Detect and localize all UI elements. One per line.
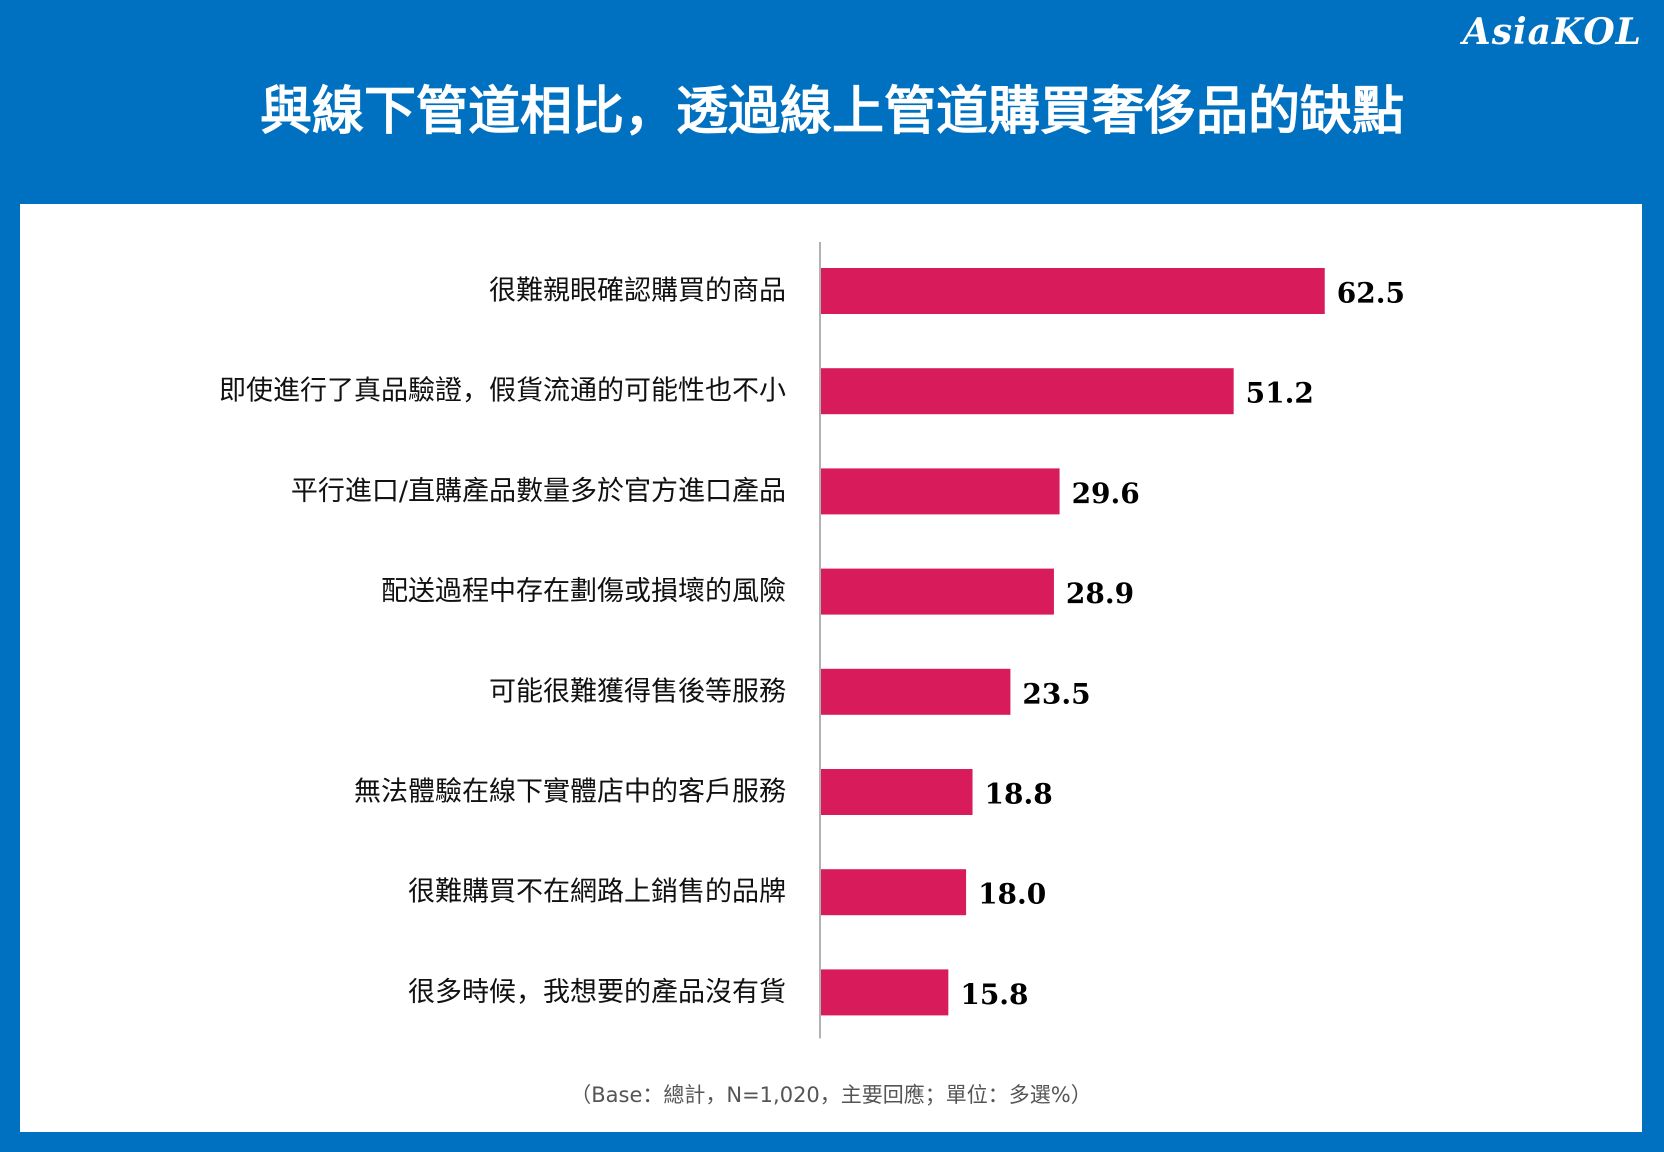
- bar-chart: 很難親眼確認購買的商品 62.5 即使進行了真品驗證，假貨流通的可能性也不小 51.2…: [219, 242, 1405, 1039]
- bar: [821, 268, 1325, 314]
- data-label: 29.6: [1072, 477, 1140, 510]
- data-label: 18.8: [985, 778, 1053, 811]
- category-label: 配送過程中存在劃傷或損壞的風險: [381, 576, 786, 607]
- bar: [821, 368, 1234, 415]
- category-label: 很難親眼確認購買的商品: [489, 276, 786, 307]
- bar: [821, 668, 1011, 715]
- asiakol-logo: AsiaKOL: [1462, 11, 1642, 53]
- bar: [821, 969, 949, 1016]
- category-label: 平行進口/直購產品數量多於官方進口產品: [291, 476, 786, 507]
- category-label: 無法體驗在線下實體店中的客戶服務: [354, 777, 786, 808]
- category-label: 很多時候，我想要的產品沒有貨: [408, 977, 786, 1008]
- data-label: 51.2: [1246, 377, 1314, 410]
- bar: [821, 568, 1054, 615]
- data-label: 23.5: [1022, 677, 1090, 710]
- bar: [821, 769, 973, 815]
- category-label: 即使進行了真品驗證，假貨流通的可能性也不小: [219, 376, 786, 407]
- category-label: 可能很難獲得售後等服務: [489, 676, 786, 707]
- data-label: 15.8: [960, 978, 1028, 1011]
- data-label: 62.5: [1337, 277, 1405, 310]
- data-label: 28.9: [1066, 577, 1134, 610]
- bar: [821, 468, 1060, 515]
- footnote: （Base：總計，N=1,020，主要回應；單位：多選%）: [570, 1083, 1092, 1107]
- category-label: 很難購買不在網路上銷售的品牌: [408, 877, 786, 908]
- chart-panel: 很難親眼確認購買的商品 62.5 即使進行了真品驗證，假貨流通的可能性也不小 51.2…: [20, 204, 1642, 1132]
- data-label: 18.0: [978, 878, 1046, 911]
- page-title: 與線下管道相比，透過線上管道購買奢侈品的缺點: [259, 82, 1404, 142]
- bar: [821, 869, 967, 916]
